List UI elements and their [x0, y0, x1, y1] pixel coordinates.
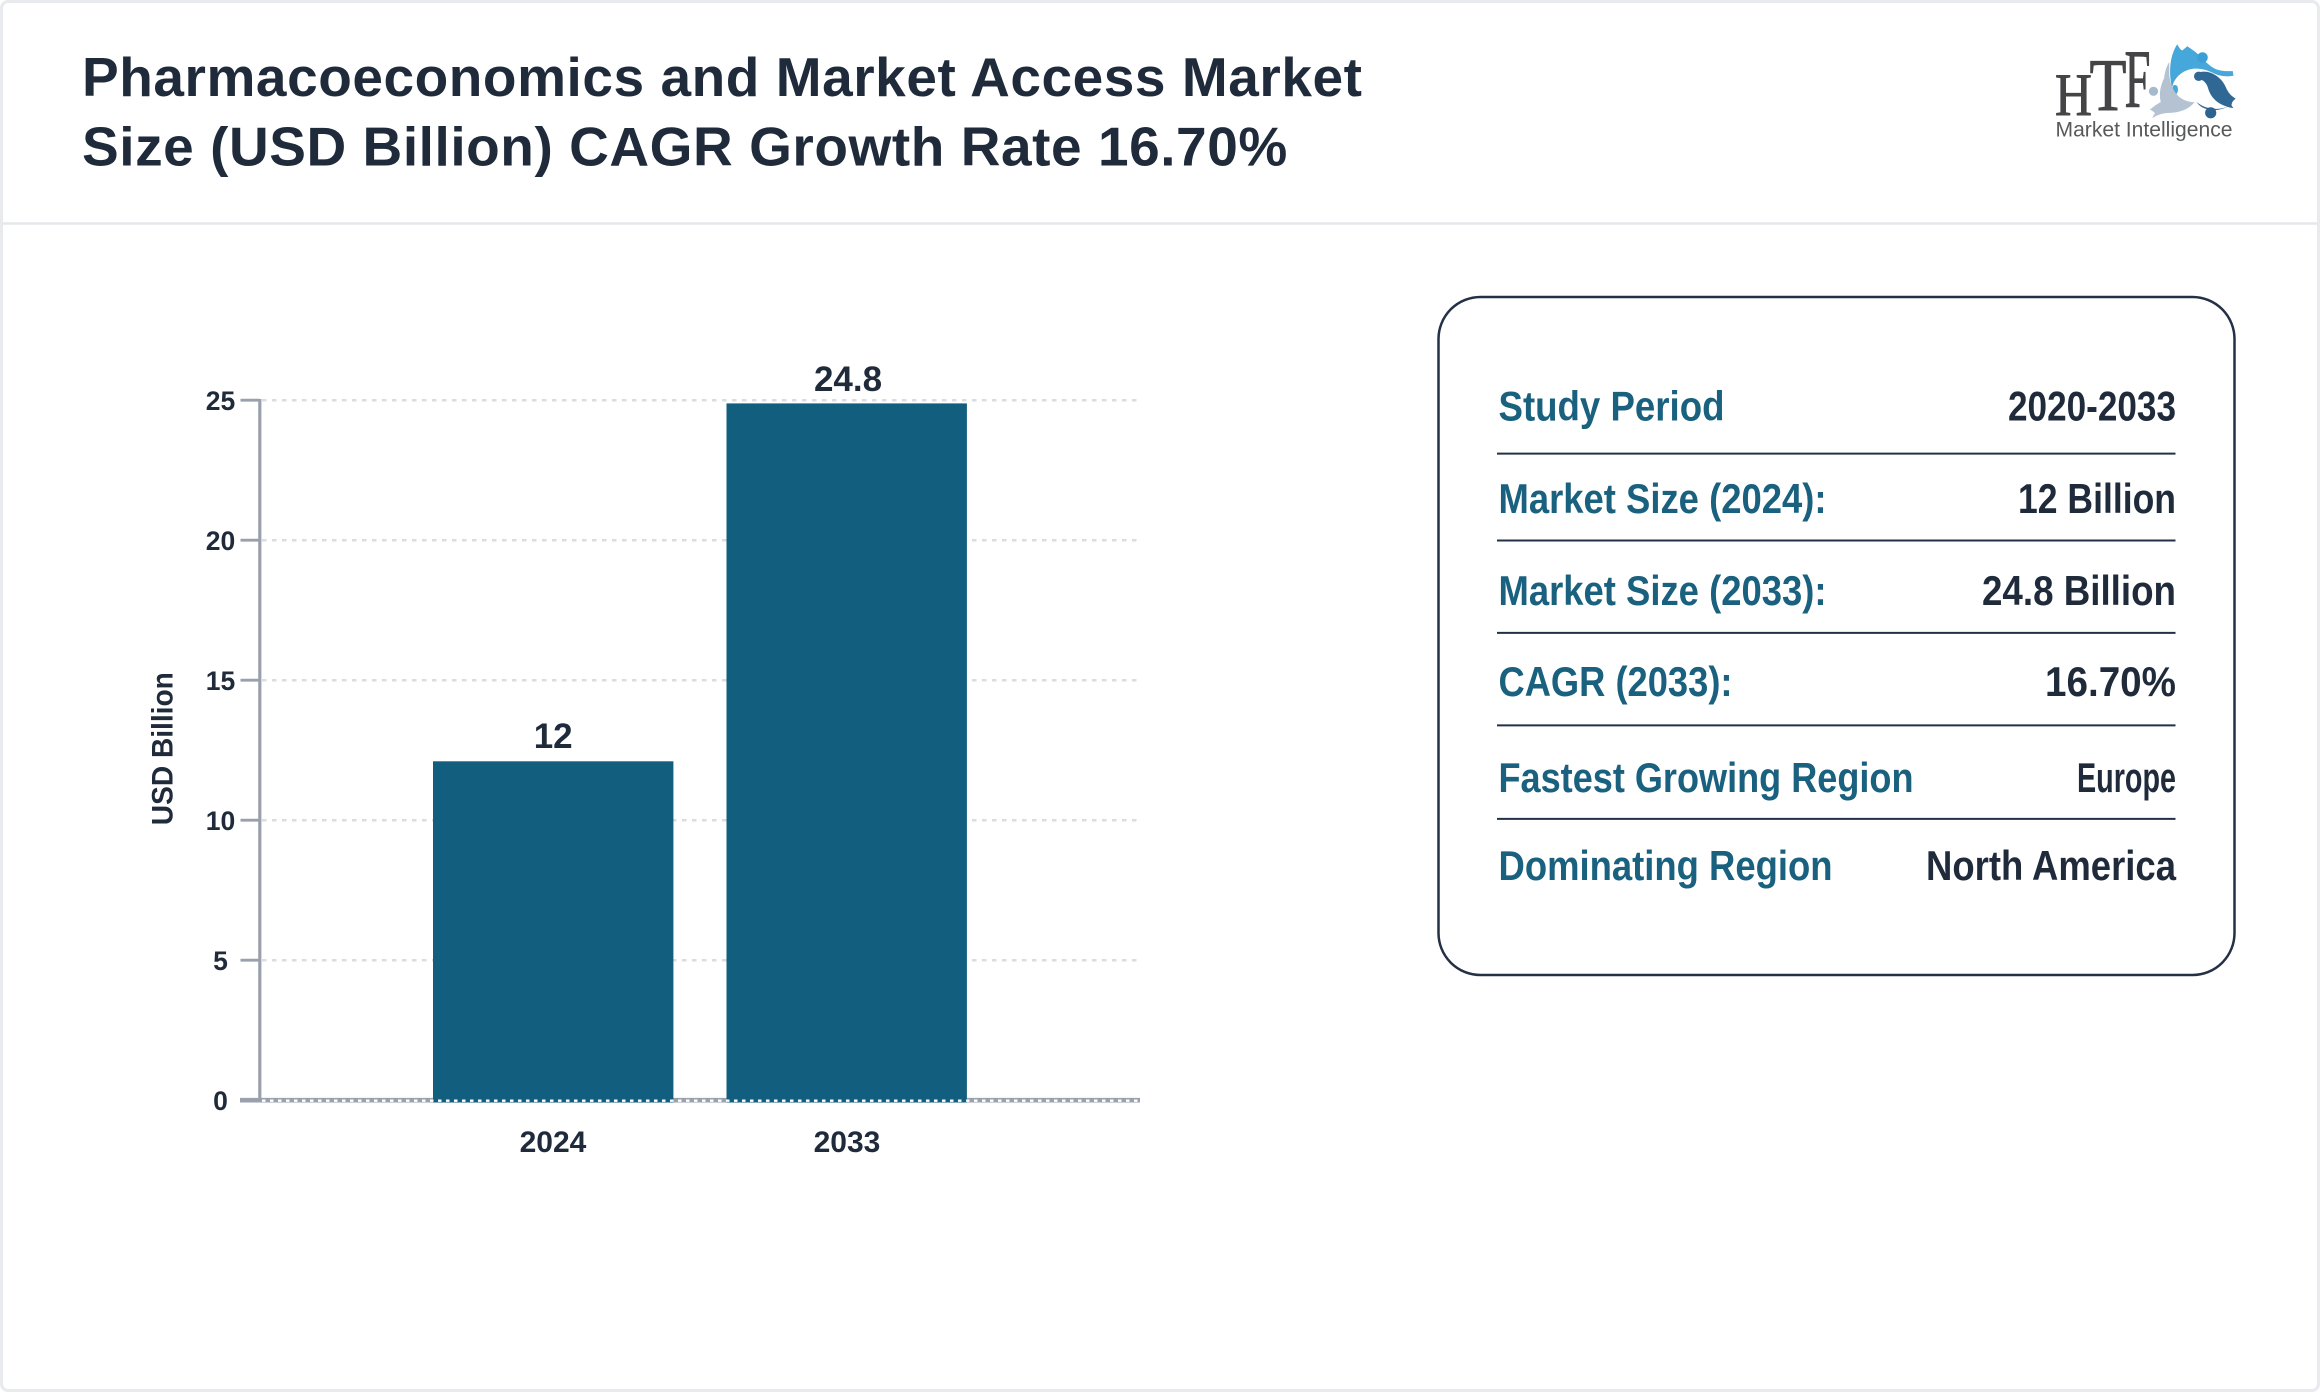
svg-text:Pharmacoeconomics and Market A: Pharmacoeconomics and Market Access Mark…	[82, 46, 1363, 108]
svg-text:Dominating Region: Dominating Region	[1499, 842, 1833, 889]
svg-text:5: 5	[213, 946, 228, 976]
svg-text:CAGR (2033):: CAGR (2033):	[1499, 658, 1733, 705]
svg-text:15: 15	[206, 666, 235, 696]
svg-text:10: 10	[206, 806, 235, 836]
svg-text:Size (USD Billion) CAGR Growth: Size (USD Billion) CAGR Growth Rate 16.7…	[82, 116, 1288, 178]
svg-text:Market Size (2024):: Market Size (2024):	[1499, 475, 1827, 522]
svg-text:24.8 Billion: 24.8 Billion	[1982, 567, 2176, 614]
svg-text:0: 0	[213, 1086, 228, 1116]
svg-text:2024: 2024	[520, 1126, 587, 1159]
svg-text:12: 12	[534, 717, 573, 756]
svg-text:24.8: 24.8	[814, 360, 882, 399]
svg-text:12 Billion: 12 Billion	[2018, 475, 2176, 522]
svg-text:16.70%: 16.70%	[2045, 658, 2176, 705]
svg-text:Market Intelligence: Market Intelligence	[2056, 119, 2233, 142]
svg-text:Study Period: Study Period	[1499, 383, 1725, 430]
svg-text:F: F	[2125, 33, 2151, 125]
svg-text:Market Size (2033):: Market Size (2033):	[1499, 567, 1827, 614]
svg-text:20: 20	[206, 526, 235, 556]
svg-text:2020-2033: 2020-2033	[2008, 383, 2176, 430]
svg-text:Fastest Growing Region: Fastest Growing Region	[1499, 754, 1914, 801]
svg-text:Europe: Europe	[2077, 754, 2176, 801]
svg-text:H: H	[2055, 62, 2092, 128]
svg-text:25: 25	[206, 386, 235, 416]
svg-text:2033: 2033	[814, 1126, 881, 1159]
svg-text:USD Billion: USD Billion	[146, 672, 179, 825]
svg-text:T: T	[2090, 45, 2127, 127]
svg-text:North America: North America	[1926, 842, 2177, 889]
